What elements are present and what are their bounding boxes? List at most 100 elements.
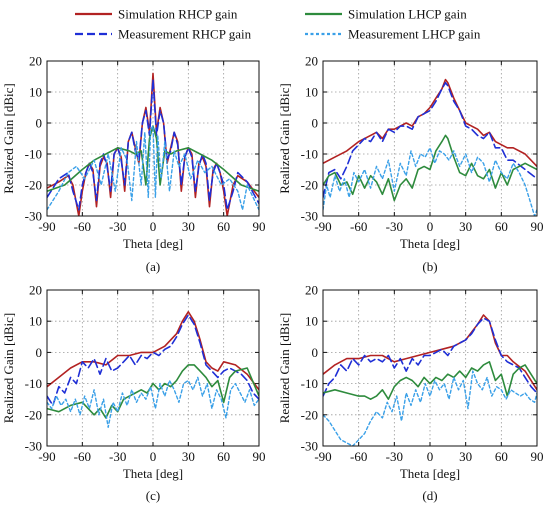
gridlines (323, 290, 537, 446)
series-group (47, 72, 259, 216)
series-line-2 (47, 78, 259, 211)
series-line-1 (47, 310, 259, 391)
legend-item: Measurement LHCP gain (305, 27, 481, 42)
series-line-2 (47, 314, 259, 407)
y-axis-title: Realized Gain [dBic] (277, 83, 292, 193)
y-tick-label: 10 (305, 85, 318, 100)
x-tick-label: 0 (150, 219, 157, 234)
x-axis-title: Theta [deg] (400, 466, 460, 481)
y-tick-label: -10 (301, 376, 318, 391)
series-line-2 (323, 81, 537, 199)
x-tick-label: 60 (217, 219, 230, 234)
series-line-4 (323, 147, 537, 216)
y-tick-label: 0 (36, 345, 43, 360)
x-tick-label: 90 (531, 219, 544, 234)
legend-label: Simulation RHCP gain (118, 7, 238, 22)
y-tick-label: -20 (25, 407, 42, 422)
series-line-4 (323, 370, 537, 446)
x-tick-label: -30 (386, 449, 403, 464)
x-tick-label: 90 (531, 449, 544, 464)
legend-label: Measurement RHCP gain (118, 27, 252, 42)
y-tick-label: 0 (312, 116, 319, 131)
chart-panel-3: -90 -60 -30 0 30 60 90 -30 -20 -10 0 10 20 Theta [deg… (1, 283, 266, 504)
y-tick-label: -20 (301, 407, 318, 422)
x-tick-label: 0 (427, 449, 434, 464)
y-tick-label: 20 (29, 54, 42, 69)
y-axis: -30 -20 -10 0 10 20 (25, 54, 259, 224)
gridlines (323, 61, 537, 216)
x-tick-label: -60 (74, 219, 91, 234)
series-line-1 (323, 314, 537, 391)
legend-item: Simulation RHCP gain (75, 7, 238, 22)
x-tick-label: 60 (495, 449, 508, 464)
y-axis-title: Realized Gain [dBic] (1, 83, 16, 193)
series-line-4 (47, 125, 259, 211)
legend-item: Simulation LHCP gain (305, 7, 467, 22)
panel-label: (a) (146, 259, 160, 274)
x-tick-label: -60 (350, 449, 367, 464)
series-line-2 (323, 317, 537, 397)
legend-item: Measurement RHCP gain (75, 27, 252, 42)
x-tick-label: -90 (314, 449, 331, 464)
x-axis-title: Theta [deg] (400, 236, 460, 251)
x-axis: -90 -60 -30 0 30 60 90 (38, 61, 266, 234)
y-tick-label: 10 (29, 314, 42, 329)
x-tick-label: 30 (459, 449, 472, 464)
legend-label: Simulation LHCP gain (348, 7, 467, 22)
x-tick-label: 60 (217, 449, 230, 464)
x-tick-label: 90 (253, 449, 266, 464)
x-axis: -90 -60 -30 0 30 60 90 (38, 290, 266, 464)
legend-label: Measurement LHCP gain (348, 27, 481, 42)
x-tick-label: 0 (150, 449, 157, 464)
y-tick-label: 10 (305, 314, 318, 329)
y-tick-label: 0 (36, 116, 43, 131)
x-axis: -90 -60 -30 0 30 60 90 (314, 61, 544, 234)
y-axis: -30 -20 -10 0 10 20 (301, 283, 537, 454)
y-axis: -30 -20 -10 0 10 20 (25, 283, 259, 454)
x-tick-label: -30 (109, 449, 126, 464)
y-tick-label: -10 (301, 147, 318, 162)
y-tick-label: -30 (25, 209, 42, 224)
y-tick-label: -30 (301, 209, 318, 224)
y-tick-label: -10 (25, 147, 42, 162)
x-tick-label: -60 (350, 219, 367, 234)
x-tick-label: -30 (386, 219, 403, 234)
y-tick-label: -20 (25, 178, 42, 193)
x-axis-title: Theta [deg] (123, 466, 183, 481)
y-tick-label: -30 (301, 439, 318, 454)
panel-label: (d) (422, 488, 437, 503)
series-group (323, 314, 537, 446)
series-line-3 (323, 134, 537, 202)
x-tick-label: -90 (38, 449, 55, 464)
x-tick-label: -60 (74, 449, 91, 464)
x-tick-label: 30 (459, 219, 472, 234)
y-tick-label: -30 (25, 439, 42, 454)
x-tick-label: 30 (182, 219, 195, 234)
y-tick-label: 20 (29, 283, 42, 298)
y-tick-label: -10 (25, 376, 42, 391)
series-group (323, 78, 537, 216)
y-tick-label: 20 (305, 54, 318, 69)
x-tick-label: -90 (314, 219, 331, 234)
panel-label: (b) (422, 259, 437, 274)
y-tick-label: 10 (29, 85, 42, 100)
x-tick-label: 90 (253, 219, 266, 234)
legend: Simulation RHCP gain Simulation LHCP gain… (75, 7, 481, 42)
series-group (47, 310, 259, 428)
panel-label: (c) (146, 488, 160, 503)
chart-panel-4: -90 -60 -30 0 30 60 90 -30 -20 -10 0 10 20 Theta [deg… (277, 283, 544, 504)
chart-panel-1: -90 -60 -30 0 30 60 90 -30 -20 -10 0 10 20 Theta [deg… (1, 54, 266, 275)
x-tick-label: -30 (109, 219, 126, 234)
x-tick-label: 0 (427, 219, 434, 234)
y-tick-label: -20 (301, 178, 318, 193)
panels: -90 -60 -30 0 30 60 90 -30 -20 -10 0 10 20 Theta [deg… (1, 54, 544, 504)
x-axis-title: Theta [deg] (123, 236, 183, 251)
x-axis: -90 -60 -30 0 30 60 90 (314, 290, 544, 464)
gridlines (47, 290, 259, 446)
x-tick-label: -90 (38, 219, 55, 234)
y-axis: -30 -20 -10 0 10 20 (301, 54, 537, 224)
y-axis-title: Realized Gain [dBic] (1, 313, 16, 423)
x-tick-label: 30 (182, 449, 195, 464)
y-tick-label: 20 (305, 283, 318, 298)
